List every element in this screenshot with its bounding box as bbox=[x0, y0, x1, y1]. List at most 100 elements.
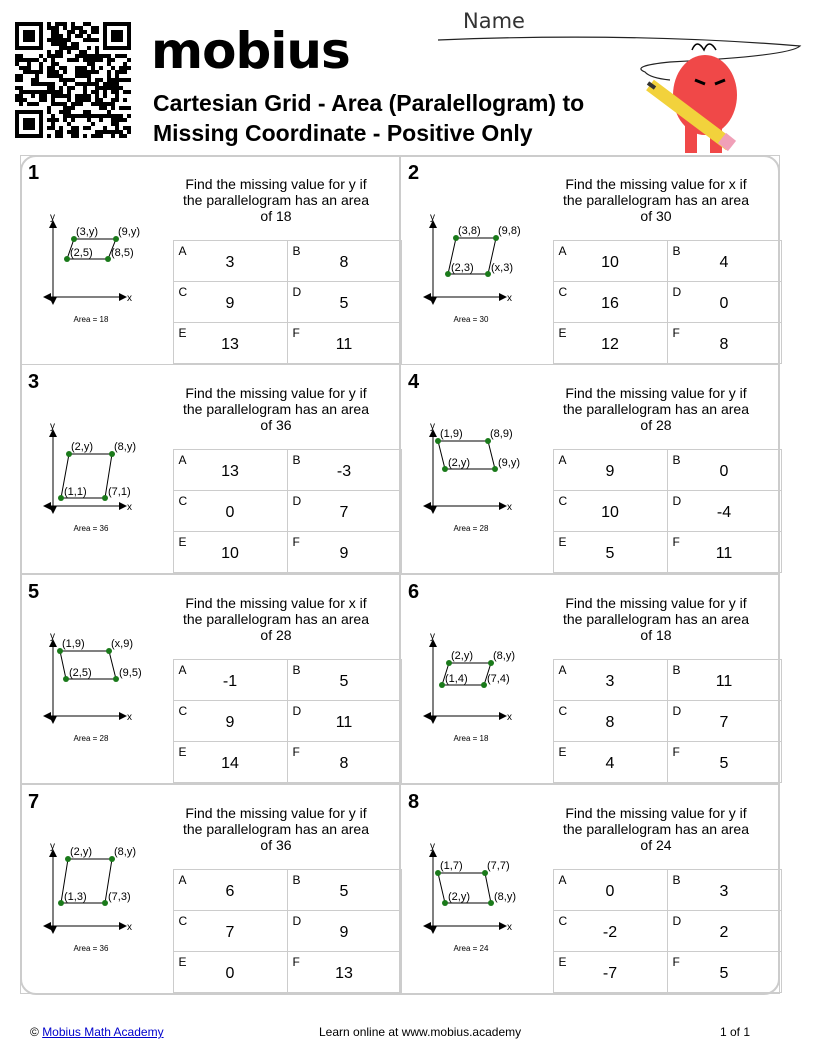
vertex-point bbox=[57, 648, 63, 654]
vertex-point bbox=[445, 271, 451, 277]
option-e[interactable]: E 13 bbox=[172, 321, 288, 364]
option-e[interactable]: E 12 bbox=[552, 321, 668, 364]
option-c[interactable]: C -2 bbox=[552, 909, 668, 952]
parallelogram-diagram: y x (1,7) (7,7) (2,y) (8,y) Area = 24 bbox=[423, 841, 516, 953]
problem-6: 6 y x (2,y) (8,y) (1,4) (7,4) Area = 18 F… bbox=[400, 574, 782, 784]
label-tr: (8,y) bbox=[493, 650, 515, 662]
vertex-point bbox=[102, 495, 108, 501]
option-d[interactable]: D -4 bbox=[666, 489, 782, 532]
option-value: -4 bbox=[716, 503, 732, 521]
vertex-point bbox=[106, 648, 112, 654]
area-label: Area = 18 bbox=[454, 734, 489, 743]
y-axis-label: y bbox=[430, 631, 435, 642]
option-value: 8 bbox=[719, 335, 729, 353]
option-letter: A bbox=[178, 452, 187, 467]
answer-options: A 6 B 5 C 7 D 9 E 0 F 13 bbox=[172, 868, 402, 993]
vertex-point bbox=[63, 676, 69, 682]
option-a[interactable]: A 10 bbox=[552, 239, 668, 282]
label-br: (9,5) bbox=[119, 667, 142, 679]
option-a[interactable]: A 13 bbox=[172, 448, 288, 491]
option-c[interactable]: C 10 bbox=[552, 489, 668, 532]
question-text: Find the missing value for y if the para… bbox=[562, 385, 749, 433]
option-letter: A bbox=[558, 872, 567, 887]
question-text: Find the missing value for y if the para… bbox=[182, 805, 369, 853]
problem-4: 4 y x (1,9) (8,9) (2,y) (9,y) Area = 28 F… bbox=[400, 364, 782, 574]
mascot-illustration bbox=[646, 43, 737, 153]
option-value: 4 bbox=[719, 253, 729, 271]
vertex-point bbox=[113, 236, 119, 242]
area-label: Area = 30 bbox=[454, 315, 489, 324]
problem-number: 5 bbox=[28, 581, 40, 603]
option-a[interactable]: A -1 bbox=[172, 658, 288, 701]
option-f[interactable]: F 13 bbox=[286, 950, 402, 993]
label-br: (8,5) bbox=[111, 247, 134, 259]
label-tr: (9,y) bbox=[118, 226, 140, 238]
parallelogram-diagram: y x (2,y) (8,y) (1,3) (7,3) Area = 36 bbox=[43, 841, 136, 953]
option-e[interactable]: E -7 bbox=[552, 950, 668, 993]
option-b[interactable]: B -3 bbox=[286, 448, 402, 491]
academy-link[interactable]: Mobius Math Academy bbox=[42, 1025, 164, 1039]
option-letter: D bbox=[672, 493, 682, 508]
question-text: Find the missing value for y if the para… bbox=[182, 385, 369, 433]
option-c[interactable]: C 16 bbox=[552, 280, 668, 323]
x-axis-label: x bbox=[507, 293, 512, 304]
y-axis-label: y bbox=[50, 421, 55, 432]
answer-options: A -1 B 5 C 9 D 11 E 14 F 8 bbox=[172, 658, 402, 783]
option-f[interactable]: F 11 bbox=[666, 530, 782, 573]
option-e[interactable]: E 10 bbox=[172, 530, 288, 573]
qr-code bbox=[15, 22, 131, 138]
option-value: 9 bbox=[339, 923, 349, 941]
option-letter: F bbox=[672, 325, 680, 340]
option-letter: D bbox=[672, 913, 682, 928]
option-value: 11 bbox=[335, 713, 353, 731]
option-value: 3 bbox=[225, 253, 235, 271]
option-letter: B bbox=[672, 872, 681, 887]
option-value: 9 bbox=[605, 462, 615, 480]
option-value: 13 bbox=[221, 462, 239, 480]
area-label: Area = 24 bbox=[454, 944, 489, 953]
vertex-point bbox=[493, 235, 499, 241]
option-value: -2 bbox=[602, 923, 618, 941]
option-value: -1 bbox=[222, 672, 238, 690]
option-f[interactable]: F 11 bbox=[286, 321, 402, 364]
option-e[interactable]: E 14 bbox=[172, 740, 288, 783]
option-value: 8 bbox=[605, 713, 615, 731]
mobius-logo: mobius bbox=[151, 22, 351, 80]
option-b[interactable]: B 11 bbox=[666, 658, 782, 701]
parallelogram-diagram: y x (3,8) (9,8) (2,3) (x,3) Area = 30 bbox=[423, 212, 521, 324]
option-d[interactable]: D 11 bbox=[286, 699, 402, 742]
footer-copyright: © Mobius Math Academy bbox=[30, 1025, 164, 1039]
name-line[interactable] bbox=[430, 30, 810, 90]
x-axis-label: x bbox=[127, 293, 132, 304]
